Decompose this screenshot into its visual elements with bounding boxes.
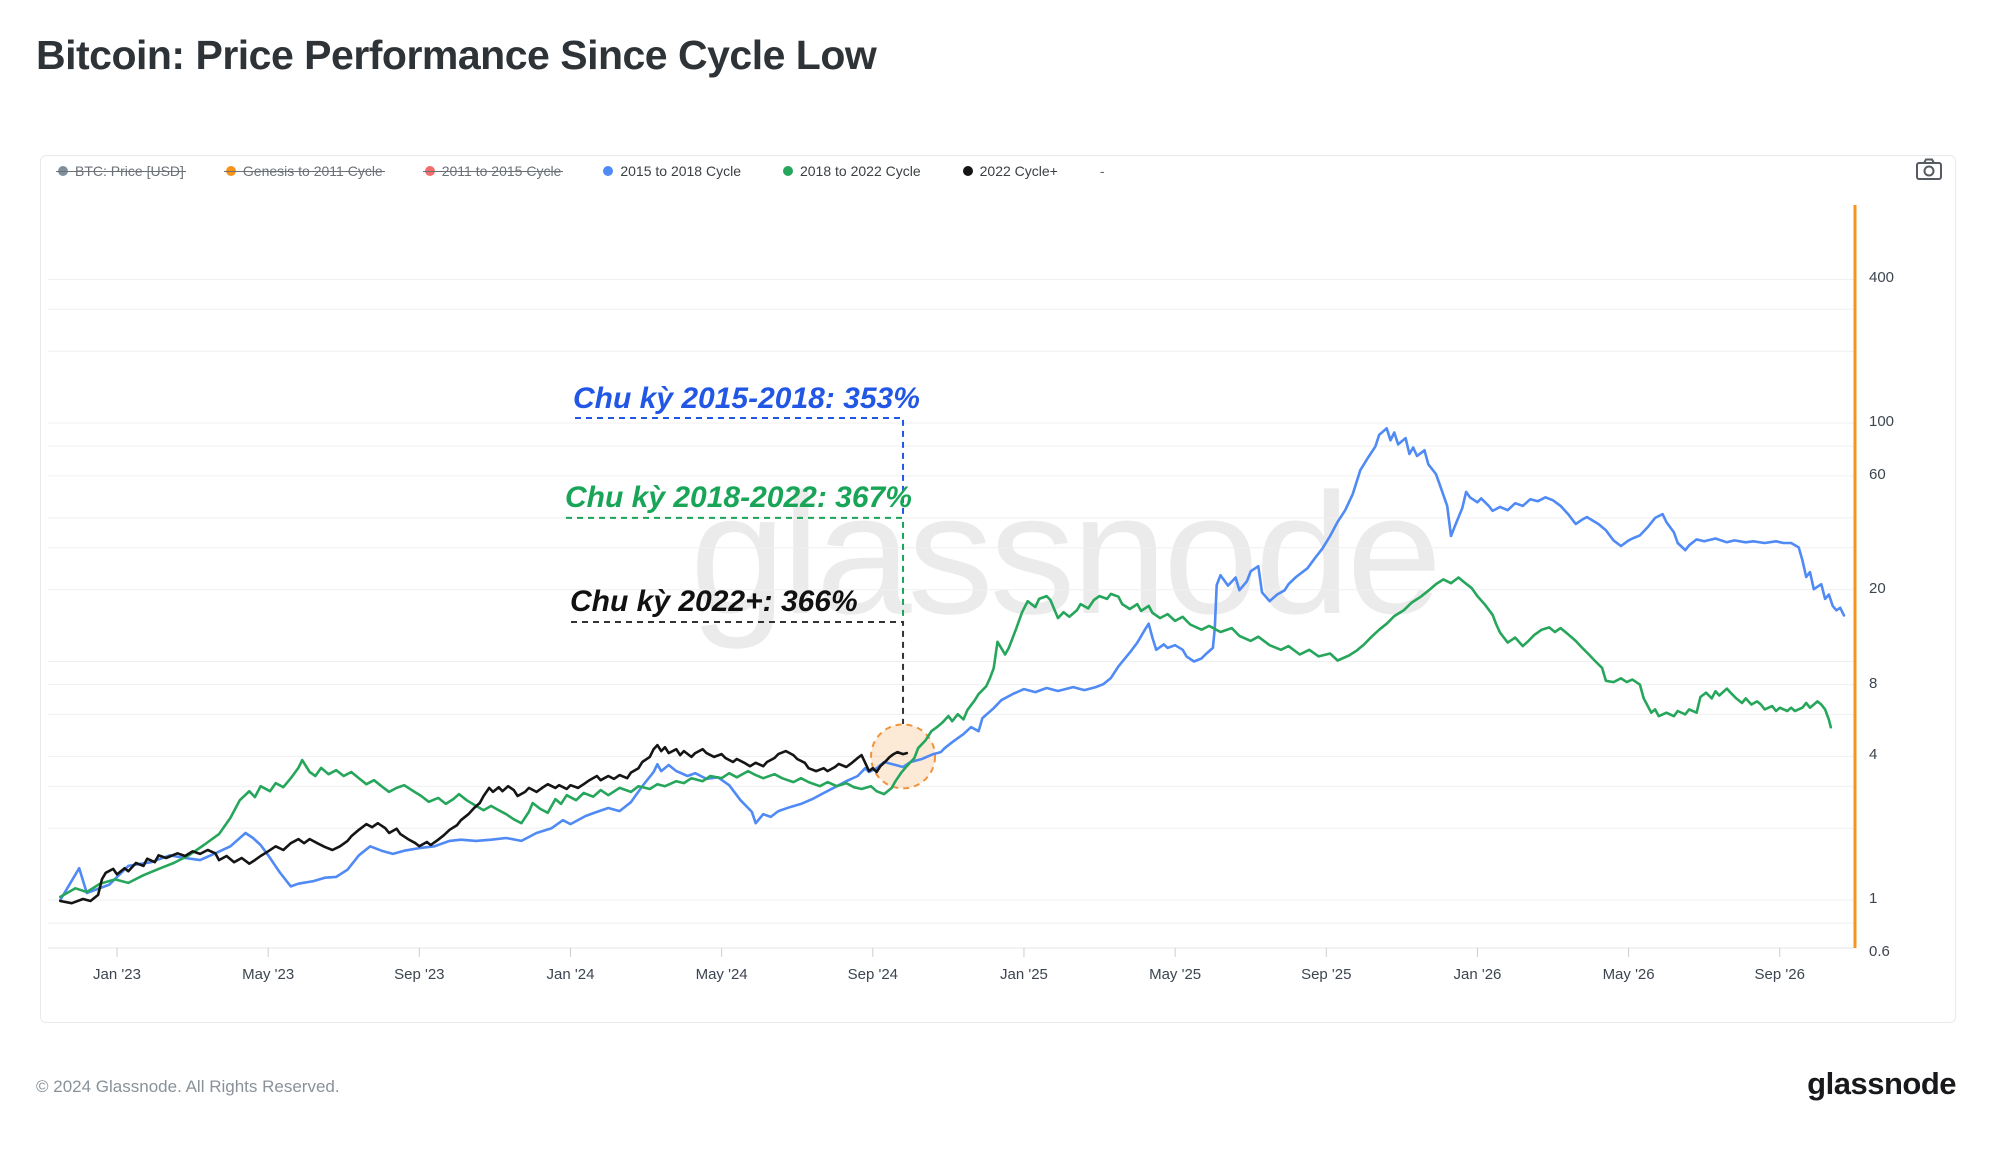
legend-color-dot bbox=[225, 166, 236, 176]
legend-item-label: - bbox=[1099, 163, 1105, 179]
legend-item-label: 2011 to 2015 Cycle bbox=[441, 163, 562, 179]
x-axis-tick-label: Jan '26 bbox=[1453, 966, 1502, 983]
legend-item[interactable]: - bbox=[1100, 163, 1105, 179]
legend-color-dot bbox=[962, 166, 973, 176]
legend-item-label: 2022 Cycle+ bbox=[979, 163, 1058, 179]
legend-item-label: 2018 to 2022 Cycle bbox=[799, 163, 921, 179]
chart-legend: BTC: Price [USD] Genesis to 2011 Cycle 201… bbox=[56, 158, 1105, 184]
y-axis-tick-label: 400 bbox=[1869, 269, 1895, 287]
y-axis-tick-label: 1 bbox=[1869, 889, 1878, 907]
y-axis-tick-label: 100 bbox=[1869, 412, 1895, 430]
y-axis-tick-label: 60 bbox=[1869, 465, 1886, 483]
legend-color-dot bbox=[424, 166, 435, 176]
copyright-text: © 2024 Glassnode. All Rights Reserved. bbox=[36, 1077, 340, 1096]
x-axis-tick-label: Sep '26 bbox=[1754, 966, 1805, 983]
annotation-cycle-2022-plus: Chu kỳ 2022+: 366% bbox=[570, 585, 858, 618]
legend-color-dot bbox=[58, 166, 68, 176]
x-axis-tick-label: Jan '25 bbox=[1000, 966, 1048, 983]
glassnode-wordmark: glassnode bbox=[1807, 1066, 1956, 1101]
x-axis-tick-label: Jan '23 bbox=[93, 966, 141, 983]
legend-item[interactable]: 2011 to 2015 Cycle bbox=[422, 163, 563, 179]
legend-color-dot bbox=[782, 166, 793, 176]
y-axis-tick-label: 0.6 bbox=[1869, 942, 1890, 960]
legend-item[interactable]: 2022 Cycle+ bbox=[962, 163, 1058, 179]
x-axis-tick-label: Sep '25 bbox=[1301, 966, 1352, 983]
y-axis-tick-label: 8 bbox=[1869, 674, 1878, 692]
x-axis-tick-label: Sep '23 bbox=[394, 966, 445, 983]
legend-item[interactable]: 2018 to 2022 Cycle bbox=[782, 163, 921, 179]
legend-item-label: BTC: Price [USD] bbox=[75, 163, 184, 179]
x-axis-tick-label: May '23 bbox=[242, 966, 295, 983]
annotation-cycle-2015-2018: Chu kỳ 2015-2018: 353% bbox=[573, 382, 920, 415]
legend-item-label: 2015 to 2018 Cycle bbox=[620, 163, 741, 179]
annotation-cycle-2018-2022: Chu kỳ 2018-2022: 367% bbox=[565, 481, 912, 514]
y-axis-tick-label: 4 bbox=[1869, 746, 1878, 764]
x-axis-tick-label: May '24 bbox=[695, 966, 748, 983]
x-axis-tick-label: Jan '24 bbox=[546, 966, 595, 983]
legend-color-dot bbox=[603, 166, 614, 176]
legend-item[interactable]: 2015 to 2018 Cycle bbox=[603, 163, 741, 179]
legend-item-label: Genesis to 2011 Cycle bbox=[242, 163, 383, 179]
legend-item[interactable]: BTC: Price [USD] bbox=[56, 163, 186, 179]
camera-icon[interactable] bbox=[1914, 156, 1944, 182]
x-axis-tick-label: May '26 bbox=[1602, 966, 1655, 983]
legend-item[interactable]: Genesis to 2011 Cycle bbox=[223, 163, 385, 179]
y-axis-tick-label: 20 bbox=[1869, 579, 1886, 597]
page-title: Bitcoin: Price Performance Since Cycle L… bbox=[36, 32, 877, 78]
x-axis-tick-label: May '25 bbox=[1149, 966, 1202, 983]
x-axis-tick-label: Sep '24 bbox=[847, 966, 898, 983]
